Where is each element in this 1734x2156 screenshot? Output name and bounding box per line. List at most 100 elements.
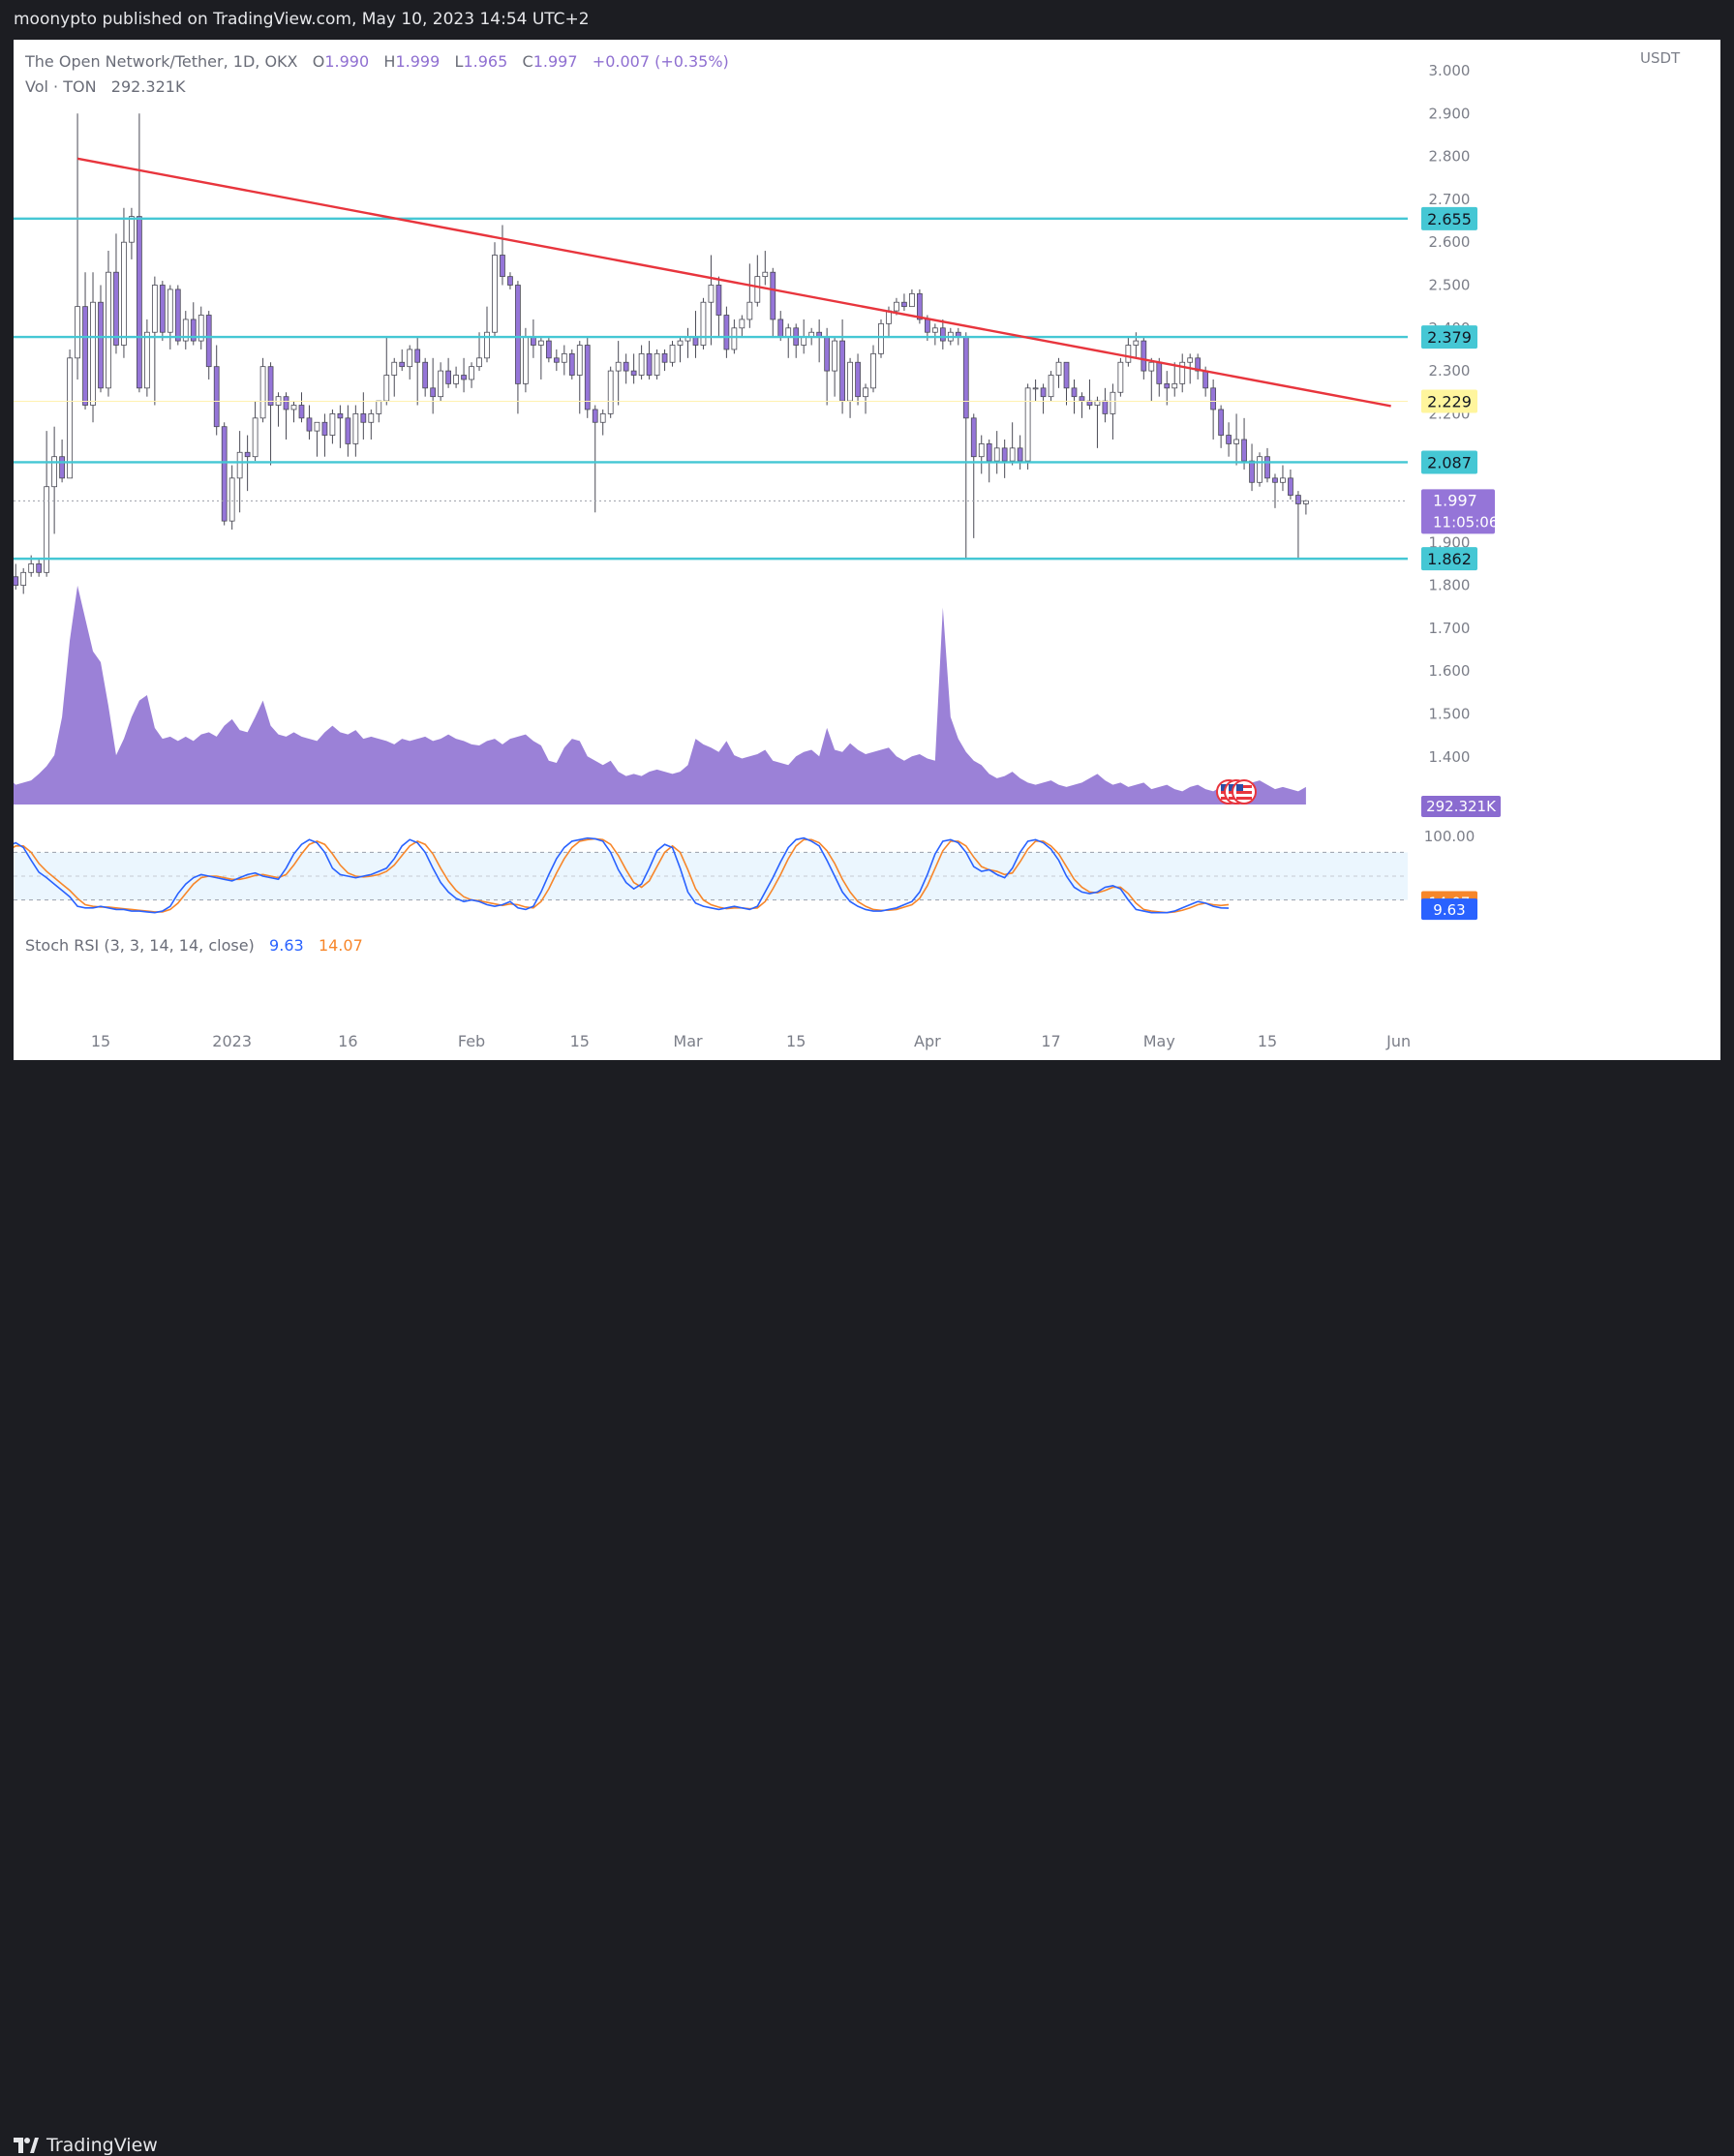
candle-body — [314, 421, 320, 432]
candle-body — [537, 340, 544, 346]
candle-body — [44, 486, 50, 573]
candle-body — [414, 349, 421, 363]
candle-body — [839, 340, 845, 402]
footer: TradingView — [0, 1060, 1734, 2156]
y-tick-label: 2.300 — [1429, 362, 1471, 380]
y-tick-label: 1.800 — [1429, 577, 1471, 594]
open-label: O — [312, 52, 325, 71]
volume-badge-label: 292.321K — [1426, 798, 1497, 815]
candle-body — [67, 357, 73, 479]
candle-body — [708, 285, 715, 303]
candle-body — [337, 412, 344, 419]
level-label: 2.655 — [1427, 210, 1472, 228]
x-tick-label: Mar — [673, 1032, 703, 1050]
candle-body — [638, 352, 645, 376]
resistance-trendline — [76, 157, 1391, 408]
stoch-label[interactable]: Stoch RSI (3, 3, 14, 14, close) — [25, 936, 255, 955]
candle-body — [484, 331, 490, 359]
candle-body — [182, 319, 189, 342]
candle-body — [259, 366, 266, 419]
candle-body — [267, 366, 274, 406]
candle-body — [1264, 456, 1270, 479]
x-tick-label: Jun — [1385, 1032, 1411, 1050]
candle-body — [1071, 387, 1078, 398]
candle-body — [615, 361, 622, 372]
candle-body — [1063, 361, 1070, 389]
level-badge-yellow — [1421, 389, 1477, 413]
symbol-title[interactable]: The Open Network/Tether, 1D, OKX — [25, 52, 298, 71]
candle-body — [106, 271, 111, 389]
candle-body — [205, 315, 212, 368]
volume-legend: Vol · TON 292.321K — [25, 77, 185, 96]
y-tick-label: 2.500 — [1429, 277, 1471, 294]
candle-body — [917, 292, 923, 320]
currency-unit: USDT — [1640, 49, 1681, 67]
candle-body — [847, 361, 853, 402]
level-badge — [1421, 325, 1477, 349]
tradingview-logo-icon — [14, 2138, 39, 2153]
level-label: 2.087 — [1427, 453, 1472, 471]
candle-body — [654, 352, 660, 376]
candle-body — [739, 319, 745, 329]
candle-body — [1303, 500, 1309, 504]
candle-body — [1233, 439, 1239, 444]
y-tick-label: 1.700 — [1429, 620, 1471, 637]
candle-body — [545, 340, 552, 359]
chart-frame[interactable]: 3.0002.9002.8002.7002.6002.5002.4002.300… — [14, 40, 1720, 1060]
candle-body — [283, 396, 289, 410]
y-tick-label: 2.800 — [1429, 148, 1471, 166]
y-tick-label: 3.000 — [1429, 62, 1471, 79]
candle-body — [700, 301, 707, 346]
level-label: 2.379 — [1427, 328, 1472, 347]
candle-body — [1226, 435, 1232, 444]
candle-body — [1195, 357, 1202, 372]
candle-body — [14, 576, 19, 586]
flag-canton — [1229, 784, 1235, 791]
candle-body — [438, 370, 443, 398]
volume-area — [14, 585, 1306, 805]
candle-body — [236, 451, 243, 479]
candle-body — [383, 375, 390, 402]
candle-body — [677, 340, 684, 346]
ohlc-legend: The Open Network/Tether, 1D, OKX O1.990 … — [25, 52, 729, 71]
stoch-legend: Stoch RSI (3, 3, 14, 14, close) 9.63 14.… — [25, 936, 363, 955]
candle-body — [174, 288, 181, 342]
candle-body — [1179, 361, 1186, 384]
y-tick-label: 1.500 — [1429, 706, 1471, 723]
x-tick-label: 15 — [570, 1032, 590, 1050]
candle-body — [785, 327, 792, 338]
candle-body — [931, 327, 938, 333]
candle-body — [901, 301, 907, 308]
candle-body — [98, 301, 104, 389]
candle-body — [993, 447, 1000, 462]
chart-canvas[interactable]: 3.0002.9002.8002.7002.6002.5002.4002.300… — [14, 40, 1720, 1060]
candle-body — [1079, 396, 1085, 402]
level-badge — [1421, 547, 1477, 571]
candle-body — [1210, 387, 1217, 410]
x-tick-label: Apr — [914, 1032, 941, 1050]
candle-body — [715, 285, 722, 316]
candle-body — [723, 315, 730, 350]
candle-body — [1141, 340, 1147, 372]
candle-body — [1164, 382, 1171, 389]
y-tick-label: 2.900 — [1429, 105, 1471, 122]
flag-canton — [1221, 784, 1228, 791]
brand-name: TradingView — [46, 2135, 158, 2156]
low-value: 1.965 — [463, 52, 508, 71]
candle-body — [939, 327, 946, 342]
open-value: 1.990 — [324, 52, 370, 71]
candle-body — [137, 216, 142, 389]
volume-label[interactable]: Vol · TON — [25, 77, 97, 96]
x-tick-label: Feb — [458, 1032, 485, 1050]
candle-body — [1001, 447, 1008, 462]
publish-info: moonypto published on TradingView.com, M… — [14, 10, 590, 29]
x-tick-label: 16 — [338, 1032, 357, 1050]
publish-header: moonypto published on TradingView.com, M… — [0, 0, 1734, 40]
candle-body — [777, 319, 784, 338]
candle-body — [90, 301, 96, 406]
stoch-k-badge — [1421, 898, 1477, 921]
candle-body — [1280, 477, 1286, 483]
candle-body — [1048, 375, 1054, 398]
candle-body — [1032, 387, 1039, 390]
tradingview-logo[interactable]: TradingView — [14, 2135, 158, 2156]
